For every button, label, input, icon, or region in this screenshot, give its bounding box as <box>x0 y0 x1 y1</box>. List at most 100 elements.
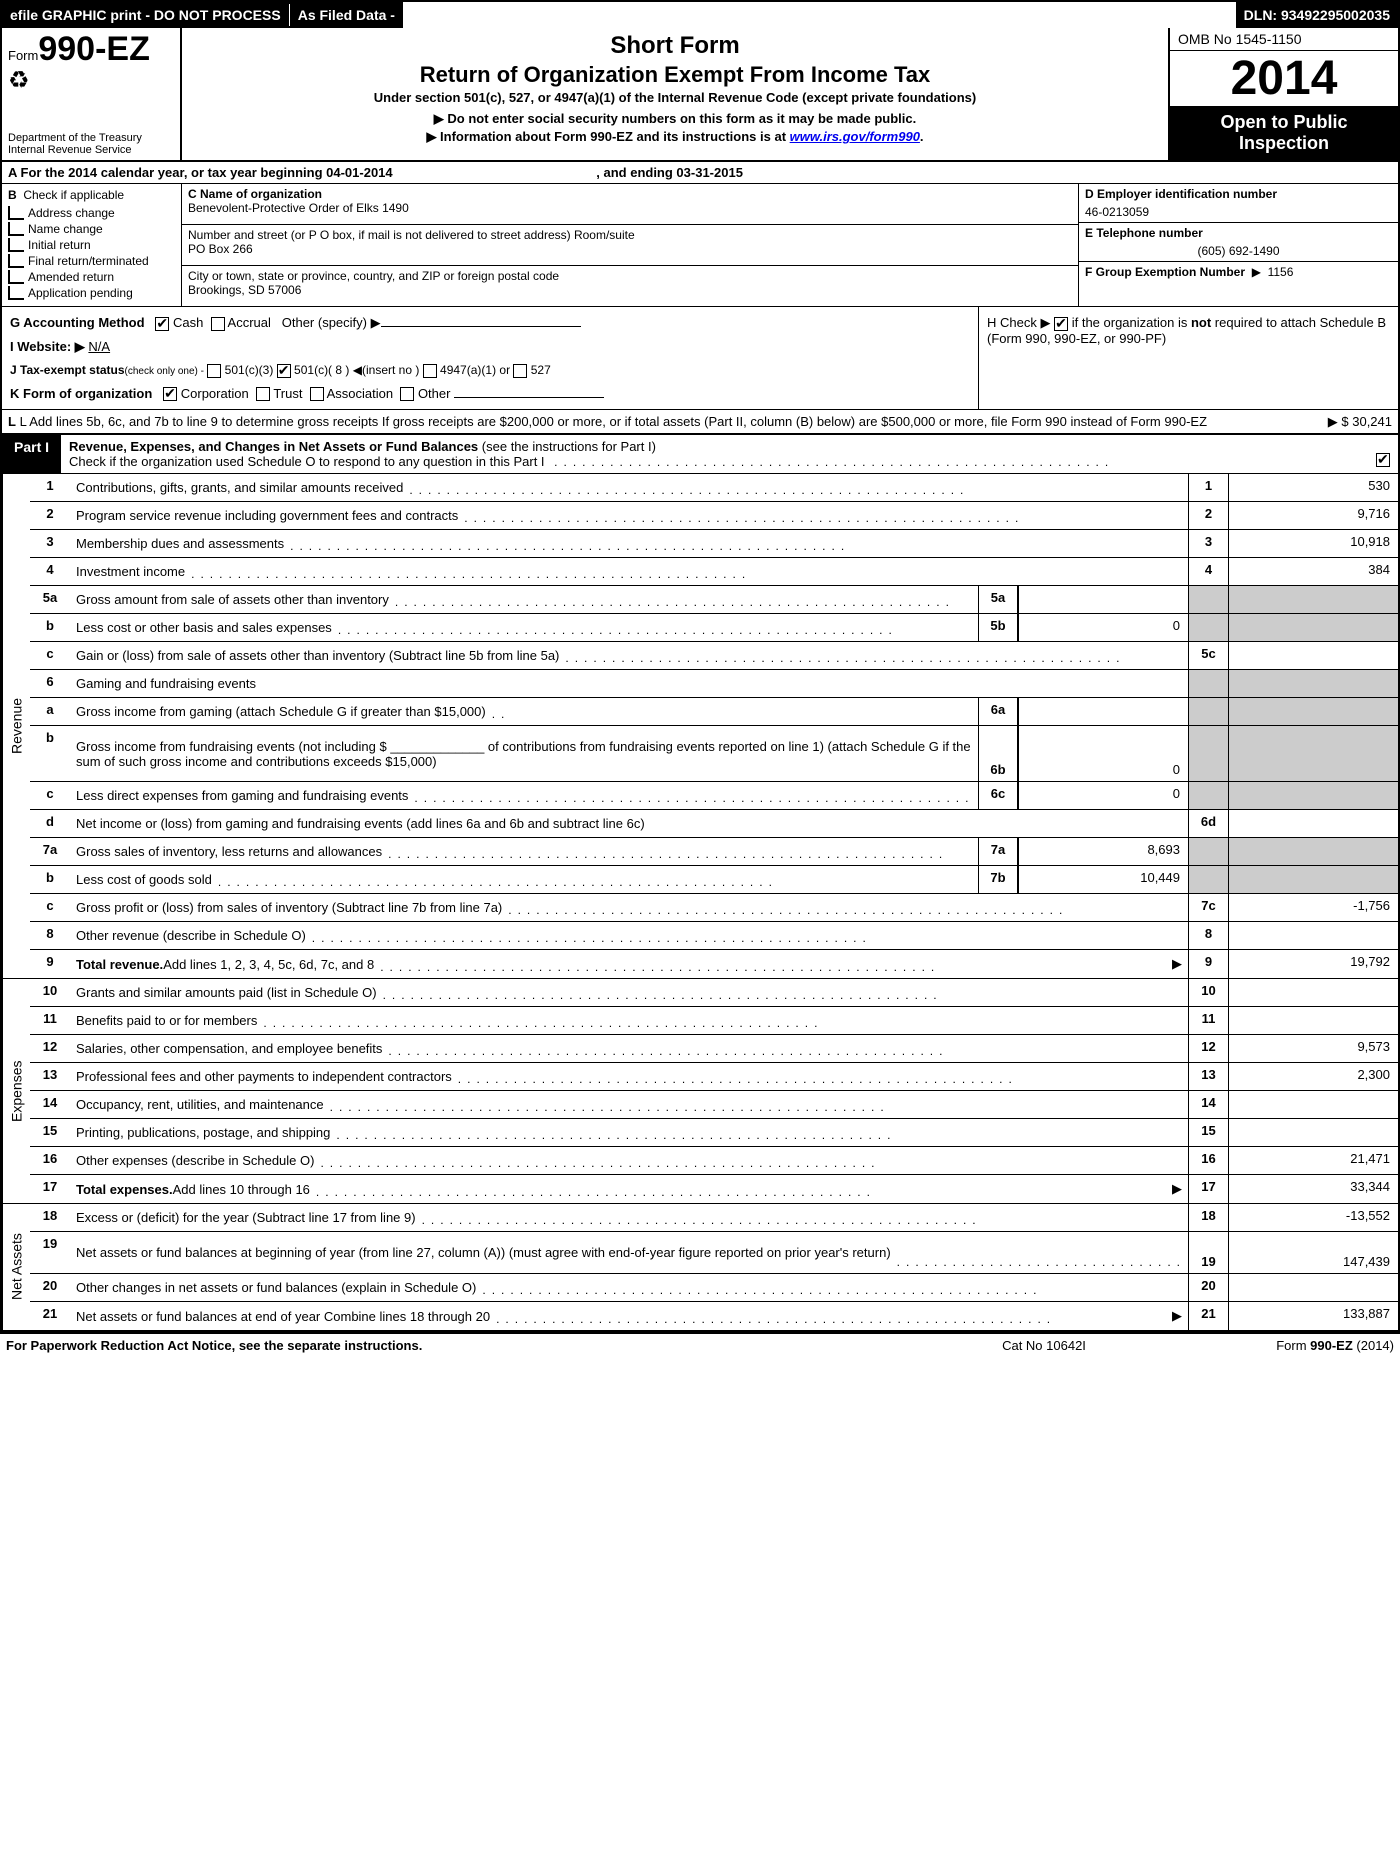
row-g: G Accounting Method Cash Accrual Other (… <box>10 315 970 331</box>
ck-initial-return[interactable]: Initial return <box>8 238 175 252</box>
val-4: 384 <box>1228 558 1398 585</box>
dept-treasury: Department of the Treasury <box>8 132 174 144</box>
line-20: 20 Other changes in net assets or fund b… <box>30 1274 1398 1302</box>
ck-trust[interactable] <box>256 387 270 401</box>
ck-assoc[interactable] <box>310 387 324 401</box>
row-h: H Check ▶ if the organization is not req… <box>978 307 1398 409</box>
ck-4947[interactable] <box>423 364 437 378</box>
val-7c: -1,756 <box>1228 894 1398 921</box>
val-13: 2,300 <box>1228 1063 1398 1090</box>
val-19: 147,439 <box>1228 1232 1398 1273</box>
ck-accrual[interactable] <box>211 317 225 331</box>
ck-501c[interactable] <box>277 364 291 378</box>
val-10 <box>1228 979 1398 1006</box>
line-7a: 7a Gross sales of inventory, less return… <box>30 838 1398 866</box>
line-6: 6 Gaming and fundraising events <box>30 670 1398 698</box>
ck-501c3[interactable] <box>207 364 221 378</box>
ck-name-change[interactable]: Name change <box>8 222 175 236</box>
gl-left: G Accounting Method Cash Accrual Other (… <box>2 307 978 409</box>
website: N/A <box>88 339 110 354</box>
gross-receipts: $ 30,241 <box>1341 414 1392 429</box>
part1-checkbox[interactable] <box>1368 435 1398 473</box>
part1-title: Revenue, Expenses, and Changes in Net As… <box>61 435 1368 473</box>
val-17: 33,344 <box>1228 1175 1398 1203</box>
val-6a <box>1018 698 1188 725</box>
footer-mid: Cat No 10642I <box>894 1338 1194 1353</box>
val-3: 10,918 <box>1228 530 1398 557</box>
form-container: efile GRAPHIC print - DO NOT PROCESS As … <box>0 0 1400 1334</box>
info-link[interactable]: www.irs.gov/form990 <box>790 129 920 144</box>
line-12: 12 Salaries, other compensation, and emp… <box>30 1035 1398 1063</box>
row-k: K Form of organization Corporation Trust… <box>10 386 970 402</box>
dept-irs: Internal Revenue Service <box>8 144 174 156</box>
ck-app-pending[interactable]: Application pending <box>8 286 175 300</box>
col-c: C Name of organization Benevolent-Protec… <box>182 184 1398 306</box>
row-j: J Tax-exempt status(check only one) - 50… <box>10 363 970 378</box>
line-4: 4 Investment income 4 384 <box>30 558 1398 586</box>
donot-text: ▶ Do not enter social security numbers o… <box>192 111 1158 127</box>
info-line: ▶ Information about Form 990-EZ and its … <box>192 129 1158 145</box>
val-12: 9,573 <box>1228 1035 1398 1062</box>
line-19: 19 Net assets or fund balances at beginn… <box>30 1232 1398 1274</box>
arrow-icon: ▶ <box>1172 1181 1182 1197</box>
line-9: 9 Total revenue. Add lines 1, 2, 3, 4, 5… <box>30 950 1398 978</box>
line-5c: c Gain or (loss) from sale of assets oth… <box>30 642 1398 670</box>
ck-527[interactable] <box>513 364 527 378</box>
line-1: 1 Contributions, gifts, grants, and simi… <box>30 474 1398 502</box>
val-9: 19,792 <box>1228 950 1398 978</box>
topbar-mid: As Filed Data - <box>289 4 403 26</box>
omb-number: OMB No 1545-1150 <box>1170 28 1398 51</box>
line-11: 11 Benefits paid to or for members 11 <box>30 1007 1398 1035</box>
val-8 <box>1228 922 1398 949</box>
org-name: Benevolent-Protective Order of Elks 1490 <box>188 201 1072 215</box>
ck-final-return[interactable]: Final return/terminated <box>8 254 175 268</box>
ck-corp[interactable] <box>163 387 177 401</box>
short-form-title: Short Form <box>192 32 1158 60</box>
org-name-cell: C Name of organization Benevolent-Protec… <box>182 184 1078 225</box>
val-11 <box>1228 1007 1398 1034</box>
expenses-section: Expenses 10 Grants and similar amounts p… <box>2 979 1398 1204</box>
city: Brookings, SD 57006 <box>188 283 1072 297</box>
line-7c: c Gross profit or (loss) from sales of i… <box>30 894 1398 922</box>
group-num: 1156 <box>1268 265 1294 279</box>
val-7a: 8,693 <box>1018 838 1188 865</box>
topbar-spacer <box>403 2 1236 28</box>
line-2: 2 Program service revenue including gove… <box>30 502 1398 530</box>
val-7b: 10,449 <box>1018 866 1188 893</box>
val-6b: 0 <box>1018 726 1188 781</box>
row-a: A For the 2014 calendar year, or tax yea… <box>2 162 1398 184</box>
val-1: 530 <box>1228 474 1398 501</box>
street: PO Box 266 <box>188 242 1072 256</box>
line-15: 15 Printing, publications, postage, and … <box>30 1119 1398 1147</box>
bf-section: B Check if applicable Address change Nam… <box>2 184 1398 307</box>
arrow-icon: ▶ <box>1172 1308 1182 1324</box>
return-title: Return of Organization Exempt From Incom… <box>192 62 1158 88</box>
ck-cash[interactable] <box>155 317 169 331</box>
line-18: 18 Excess or (deficit) for the year (Sub… <box>30 1204 1398 1232</box>
ck-address-change[interactable]: Address change <box>8 206 175 220</box>
row-l: L L Add lines 5b, 6c, and 7b to line 9 t… <box>2 410 1398 435</box>
ein: 46-0213059 <box>1085 205 1392 219</box>
val-6d <box>1228 810 1398 837</box>
form-number: 990-EZ <box>38 30 150 68</box>
val-18: -13,552 <box>1228 1204 1398 1231</box>
line-3: 3 Membership dues and assessments 3 10,9… <box>30 530 1398 558</box>
footer-right: Form 990-EZ (2014) <box>1194 1338 1394 1353</box>
ck-other-org[interactable] <box>400 387 414 401</box>
line-8: 8 Other revenue (describe in Schedule O)… <box>30 922 1398 950</box>
ck-sched-b[interactable] <box>1054 317 1068 331</box>
line-6c: c Less direct expenses from gaming and f… <box>30 782 1398 810</box>
val-20 <box>1228 1274 1398 1301</box>
line-10: 10 Grants and similar amounts paid (list… <box>30 979 1398 1007</box>
val-6c: 0 <box>1018 782 1188 809</box>
line-5b: b Less cost or other basis and sales exp… <box>30 614 1398 642</box>
expenses-label: Expenses <box>2 979 30 1203</box>
val-2: 9,716 <box>1228 502 1398 529</box>
row-i: I Website: ▶ N/A <box>10 339 970 355</box>
topbar-left: efile GRAPHIC print - DO NOT PROCESS <box>2 4 289 26</box>
part1-tab: Part I <box>2 435 61 473</box>
val-5b: 0 <box>1018 614 1188 641</box>
header-right: OMB No 1545-1150 2014 Open to Public Ins… <box>1168 28 1398 160</box>
ck-amended[interactable]: Amended return <box>8 270 175 284</box>
netassets-section: Net Assets 18 Excess or (deficit) for th… <box>2 1204 1398 1332</box>
